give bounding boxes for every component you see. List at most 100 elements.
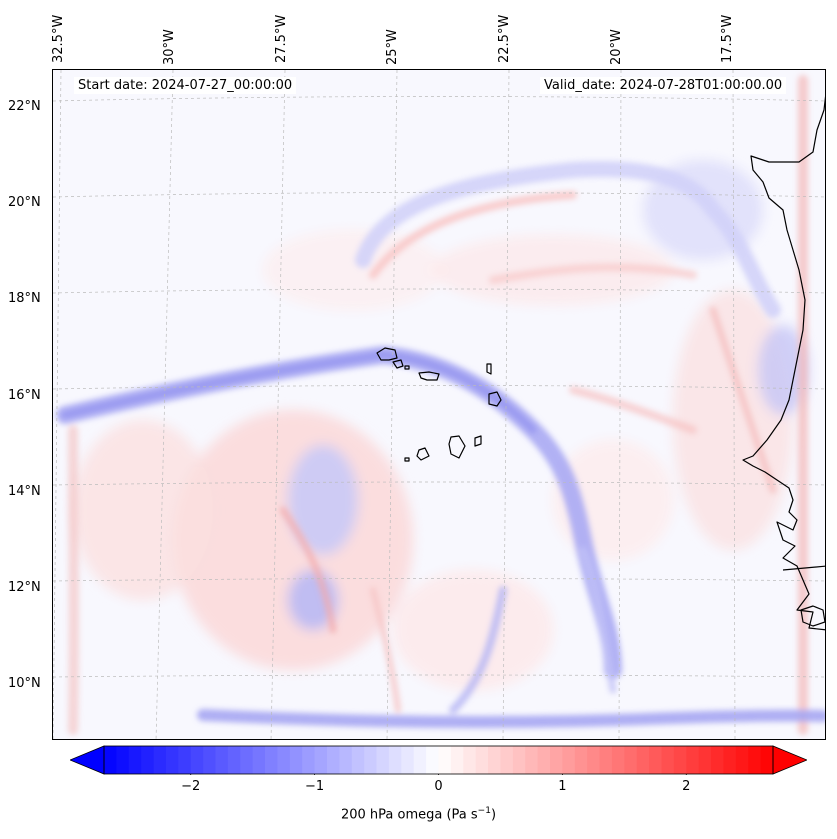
positive-omega-region [73,420,213,600]
lon-gridline-25w [386,70,398,739]
colorbar-title-exponent: −1 [477,806,491,816]
colorbar-tick-label: −2 [181,779,201,794]
colorbar-title-end: ) [490,807,497,823]
maio-island [474,435,482,447]
lat-label-16n: 16°N [8,388,41,403]
sao-vicente-island [392,359,404,369]
colorbar-min-extend-arrow [70,745,105,775]
sao-nicolau-island [418,371,440,381]
colorbar-tick-label: 0 [434,779,443,794]
positive-omega-band [569,386,697,434]
colorbar-segment [599,746,613,774]
colorbar-segment [401,746,415,774]
colorbar-segment [686,746,700,774]
lat-label-10n: 10°N [8,676,41,691]
positive-omega-band [489,263,697,284]
colorbar-segment [178,746,192,774]
colorbar-segment [104,746,117,774]
negative-omega-region [288,445,358,555]
colorbar-segment [339,746,353,774]
negative-omega-band [579,546,617,694]
colorbar-segment [203,746,217,774]
colorbar-segment [463,746,477,774]
lat-gridline-16n [53,385,825,390]
colorbar-segment [364,746,378,774]
lon-label-17-5w: 17.5°W [720,14,735,63]
lon-label-20w: 20°W [609,29,624,65]
negative-omega-region [758,325,808,415]
colorbar-segment [649,746,663,774]
lat-label-20n: 20°N [8,195,41,210]
boa-vista-island [488,391,502,407]
santiago-island [448,435,466,459]
omega-field-map [53,70,825,739]
colorbar-segment [413,746,427,774]
fogo-island [416,447,430,461]
lat-gridline-14n [53,481,825,486]
lat-label-18n: 18°N [8,291,41,306]
colorbar-segments [104,746,774,774]
colorbar-segment [426,746,440,774]
lon-label-27-5w: 27.5°W [274,14,289,63]
positive-omega-region [393,570,553,690]
lat-gridline-20n [53,192,825,198]
colorbar [70,745,807,775]
lat-label-12n: 12°N [8,580,41,595]
lat-gridline-22n [53,96,825,102]
lon-label-25w: 25°W [385,29,400,65]
colorbar-segment [240,746,254,774]
lon-label-30w: 30°W [162,29,177,65]
sal-island [486,363,492,375]
colorbar-title: 200 hPa omega (Pa s−1) [0,806,837,822]
lat-gridline-12n [53,578,825,582]
positive-omega-band [798,75,810,735]
colorbar-segment [711,746,725,774]
diffuse-field [73,160,808,690]
colorbar-segment [116,746,130,774]
colorbar-segment [265,746,279,774]
colorbar-segment [289,746,303,774]
colorbar-segment [475,746,489,774]
colorbar-segment [525,746,539,774]
colorbar-tick-label: 2 [682,779,691,794]
colorbar-segment [562,746,576,774]
map-panel [52,69,826,740]
lon-label-32-5w: 32.5°W [51,14,66,63]
lat-label-22n: 22°N [8,99,41,114]
colorbar-title-text: 200 hPa omega (Pa s [340,807,478,823]
colorbar-segment [698,746,712,774]
lat-gridline-18n [53,288,825,294]
colorbar-segment [500,746,514,774]
colorbar-segment [351,746,365,774]
colorbar-segment [438,746,452,774]
lon-gridline-27-5w [270,70,286,739]
lat-gridline-10n [53,674,825,678]
colorbar-segment [327,746,340,774]
colorbar-segment [488,746,502,774]
santo-antao-island [376,347,398,361]
negative-omega-band [61,351,537,434]
gambia-river-coast [782,565,825,571]
lon-gridline-20w [618,70,622,739]
positive-omega-band [279,506,337,634]
colorbar-segment [574,746,588,774]
colorbar-segment [512,746,526,774]
colorbar-segment [141,746,155,774]
brava-island [404,457,410,462]
positive-omega-region [263,230,443,310]
lon-gridline-30w [155,70,174,739]
colorbar-segment [661,746,675,774]
start-date-label: Start date: 2024-07-27_00:00:00 [74,77,297,94]
colorbar-segment [748,746,762,774]
colorbar-segment [450,746,464,774]
positive-omega-band [369,191,577,279]
colorbar-tick-label: 1 [558,779,567,794]
colorbar-tick-label: −1 [305,779,325,794]
positive-omega-region [173,410,413,670]
colorbar-segment [277,746,291,774]
colorbar-segment [227,746,241,774]
lon-gridline-17-5w [732,70,736,739]
colorbar-segment [636,746,650,774]
colorbar-segment [153,746,167,774]
colorbar-segment [760,746,774,774]
